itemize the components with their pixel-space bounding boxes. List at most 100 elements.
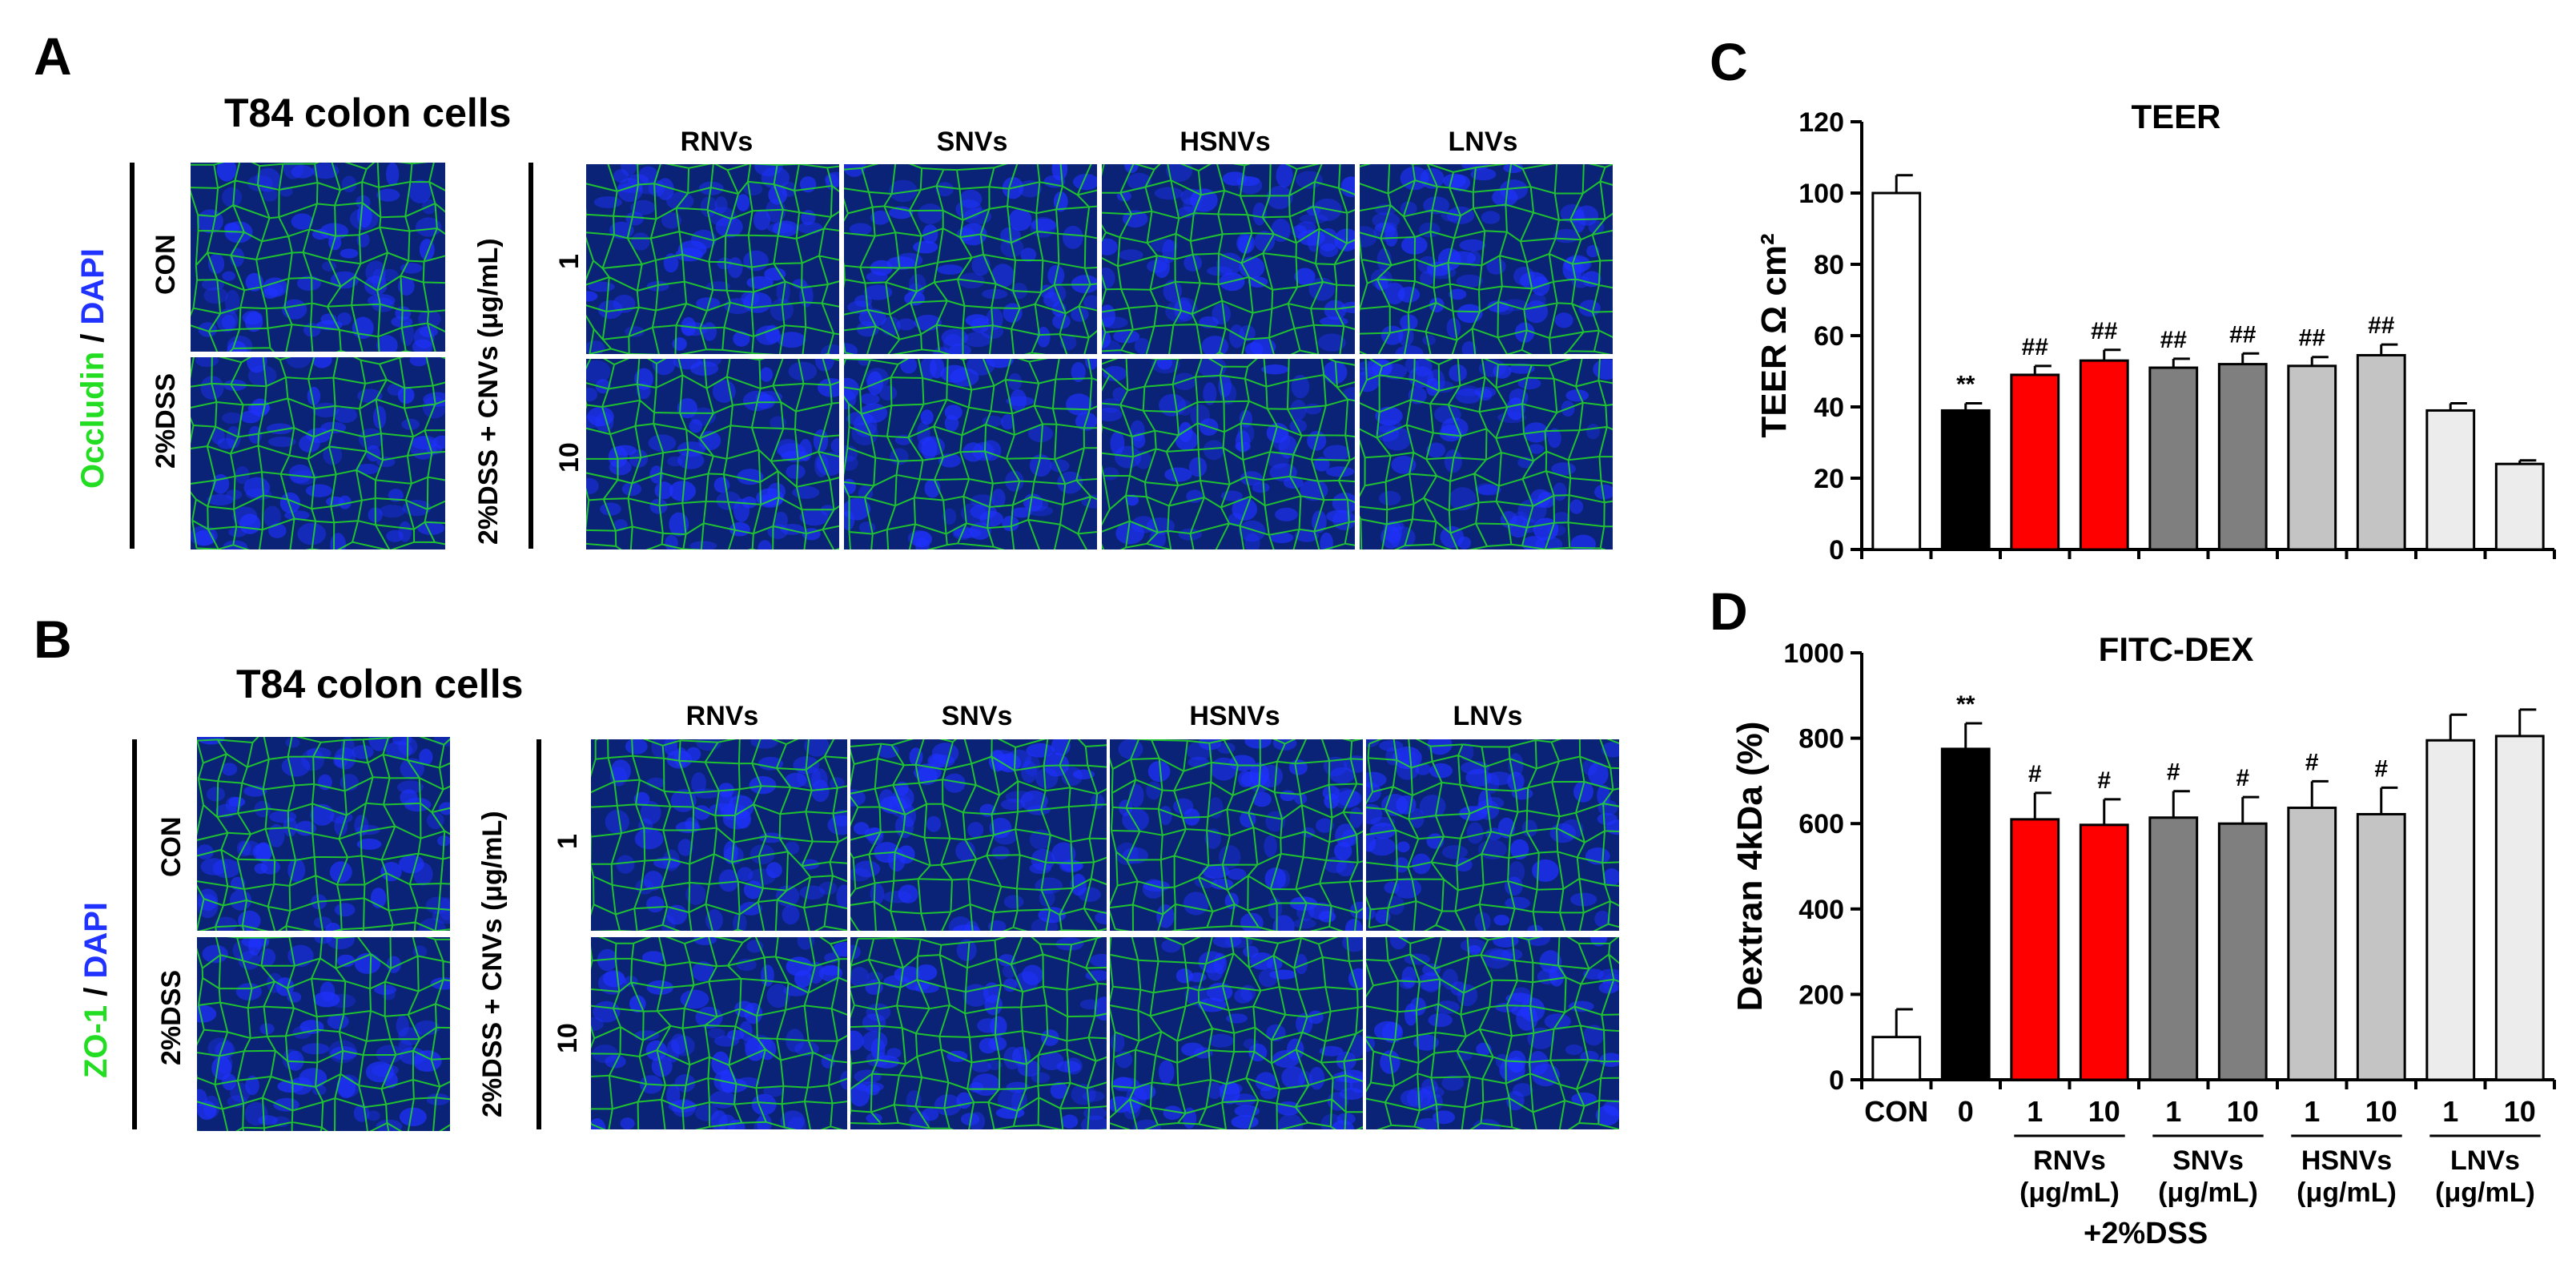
micrograph-a-hsnvs-10 (1102, 359, 1355, 549)
bar-d-5 (2217, 822, 2268, 1081)
bar-c-2 (2010, 373, 2060, 551)
cell-texture (850, 739, 1107, 931)
cell-texture (1110, 937, 1363, 1129)
x-tick-label-d: 10 (2227, 1095, 2259, 1128)
micrograph-b-snvs-10 (850, 937, 1107, 1129)
panel-a-col-hsnvs: HSNVs (1179, 127, 1271, 157)
chart-title-c: TEER (2131, 98, 2220, 135)
panel-a-treatment-bar (528, 163, 533, 549)
y-tick-label-d: 200 (1798, 980, 1844, 1010)
panel-letter-b: B (34, 610, 72, 669)
panel-b-treatment-bar (536, 739, 541, 1129)
y-tick-label-c: 40 (1814, 392, 1844, 423)
cell-texture (1366, 937, 1619, 1129)
panel-letter-d: D (1710, 582, 1748, 641)
bar-c-3 (2079, 359, 2129, 551)
panel-a-col-snvs: SNVs (936, 127, 1008, 157)
bar-c-0 (1871, 191, 1922, 551)
y-axis-label-d: Dextran 4kDa (%) (1730, 722, 1770, 1012)
micrograph-a-snvs-1 (844, 164, 1097, 354)
x-tick-label-d: CON (1864, 1095, 1928, 1128)
panel-a-row-bar (130, 163, 135, 549)
significance-mark-c: ## (2229, 321, 2257, 348)
bar-c-9 (2494, 462, 2545, 551)
group-name-d: RNVs (2033, 1145, 2106, 1176)
bar-c-4 (2148, 366, 2199, 551)
bar-d-0 (1871, 1036, 1922, 1081)
panel-a-col-rnvs: RNVs (680, 127, 754, 157)
micrograph-b-dss (197, 937, 450, 1131)
panel-a-title: T84 colon cells (224, 91, 512, 135)
bar-d-8 (2425, 739, 2476, 1081)
micrograph-b-hsnvs-10 (1110, 937, 1363, 1129)
micrograph-b-snvs-1 (850, 739, 1107, 931)
micrograph-a-snvs-10 (844, 359, 1097, 549)
panel-b-row-bar (132, 739, 137, 1129)
significance-mark-d: ** (1956, 691, 1975, 718)
y-tick-label-c: 0 (1829, 535, 1844, 566)
cell-texture (1366, 739, 1619, 931)
x-tick-label-d: 0 (1958, 1095, 1974, 1128)
significance-mark-c: ## (2022, 334, 2049, 360)
bar-c-6 (2287, 364, 2337, 551)
group-unit-d: (μg/mL) (2019, 1177, 2120, 1208)
cell-texture (591, 739, 847, 931)
y-tick-label-c: 100 (1798, 179, 1844, 209)
bar-d-4 (2148, 816, 2199, 1081)
bar-d-3 (2079, 823, 2129, 1081)
bar-d-6 (2287, 806, 2337, 1081)
micrograph-a-lnvs-10 (1360, 359, 1613, 549)
cell-texture (850, 937, 1107, 1129)
significance-mark-c: ** (1956, 372, 1975, 398)
x-tick-label-d: 1 (2304, 1095, 2320, 1128)
bar-c-7 (2356, 353, 2406, 551)
y-tick-label-c: 60 (1814, 321, 1844, 352)
x-tick-label-d: 1 (2165, 1095, 2181, 1128)
panel-a-col-lnvs: LNVs (1448, 127, 1518, 157)
cell-texture (844, 359, 1097, 549)
significance-mark-d: # (2236, 765, 2249, 791)
micrograph-b-lnvs-1 (1366, 739, 1619, 931)
micrograph-a-dss (191, 357, 445, 549)
micrograph-a-lnvs-1 (1360, 164, 1613, 354)
micrograph-b-hsnvs-1 (1110, 739, 1363, 931)
micrograph-a-con (191, 163, 445, 352)
group-caption-d: +2%DSS (2084, 1217, 2208, 1250)
y-tick-label-c: 80 (1814, 250, 1844, 280)
bar-d-1 (1940, 747, 1991, 1081)
cell-texture (1360, 359, 1613, 549)
group-name-d: HSNVs (2301, 1145, 2392, 1176)
micrograph-b-rnvs-1 (591, 739, 847, 931)
bar-d-7 (2356, 812, 2406, 1081)
cell-texture (197, 737, 450, 931)
significance-mark-c: ## (2160, 327, 2188, 353)
micrograph-a-rnvs-1 (586, 164, 839, 354)
bar-c-8 (2425, 409, 2476, 551)
group-unit-d: (μg/mL) (2297, 1177, 2397, 1208)
bar-d-9 (2494, 735, 2545, 1081)
x-tick-label-d: 10 (2088, 1095, 2120, 1128)
cell-texture (1110, 739, 1363, 931)
group-name-d: SNVs (2172, 1145, 2244, 1176)
y-tick-label-c: 120 (1798, 107, 1844, 138)
panel-b-col-hsnvs: HSNVs (1189, 701, 1280, 731)
panel-b-col-snvs: SNVs (941, 701, 1013, 731)
significance-mark-c: ## (2299, 325, 2326, 352)
group-unit-d: (μg/mL) (2435, 1177, 2535, 1208)
cell-texture (844, 164, 1097, 354)
x-tick-label-d: 10 (2504, 1095, 2536, 1128)
cell-texture (586, 164, 839, 354)
significance-mark-c: ## (2091, 318, 2118, 344)
significance-mark-d: # (2305, 749, 2319, 775)
significance-mark-d: # (2097, 767, 2111, 794)
chart-title-d: FITC-DEX (2099, 630, 2254, 668)
significance-mark-d: # (2374, 755, 2388, 782)
cell-texture (1102, 359, 1355, 549)
micrograph-b-rnvs-10 (591, 937, 847, 1129)
cell-texture (197, 937, 450, 1131)
micrograph-b-lnvs-10 (1366, 937, 1619, 1129)
panel-b-title: T84 colon cells (236, 662, 524, 706)
y-tick-label-d: 800 (1798, 724, 1844, 755)
micrograph-a-rnvs-10 (586, 359, 839, 549)
